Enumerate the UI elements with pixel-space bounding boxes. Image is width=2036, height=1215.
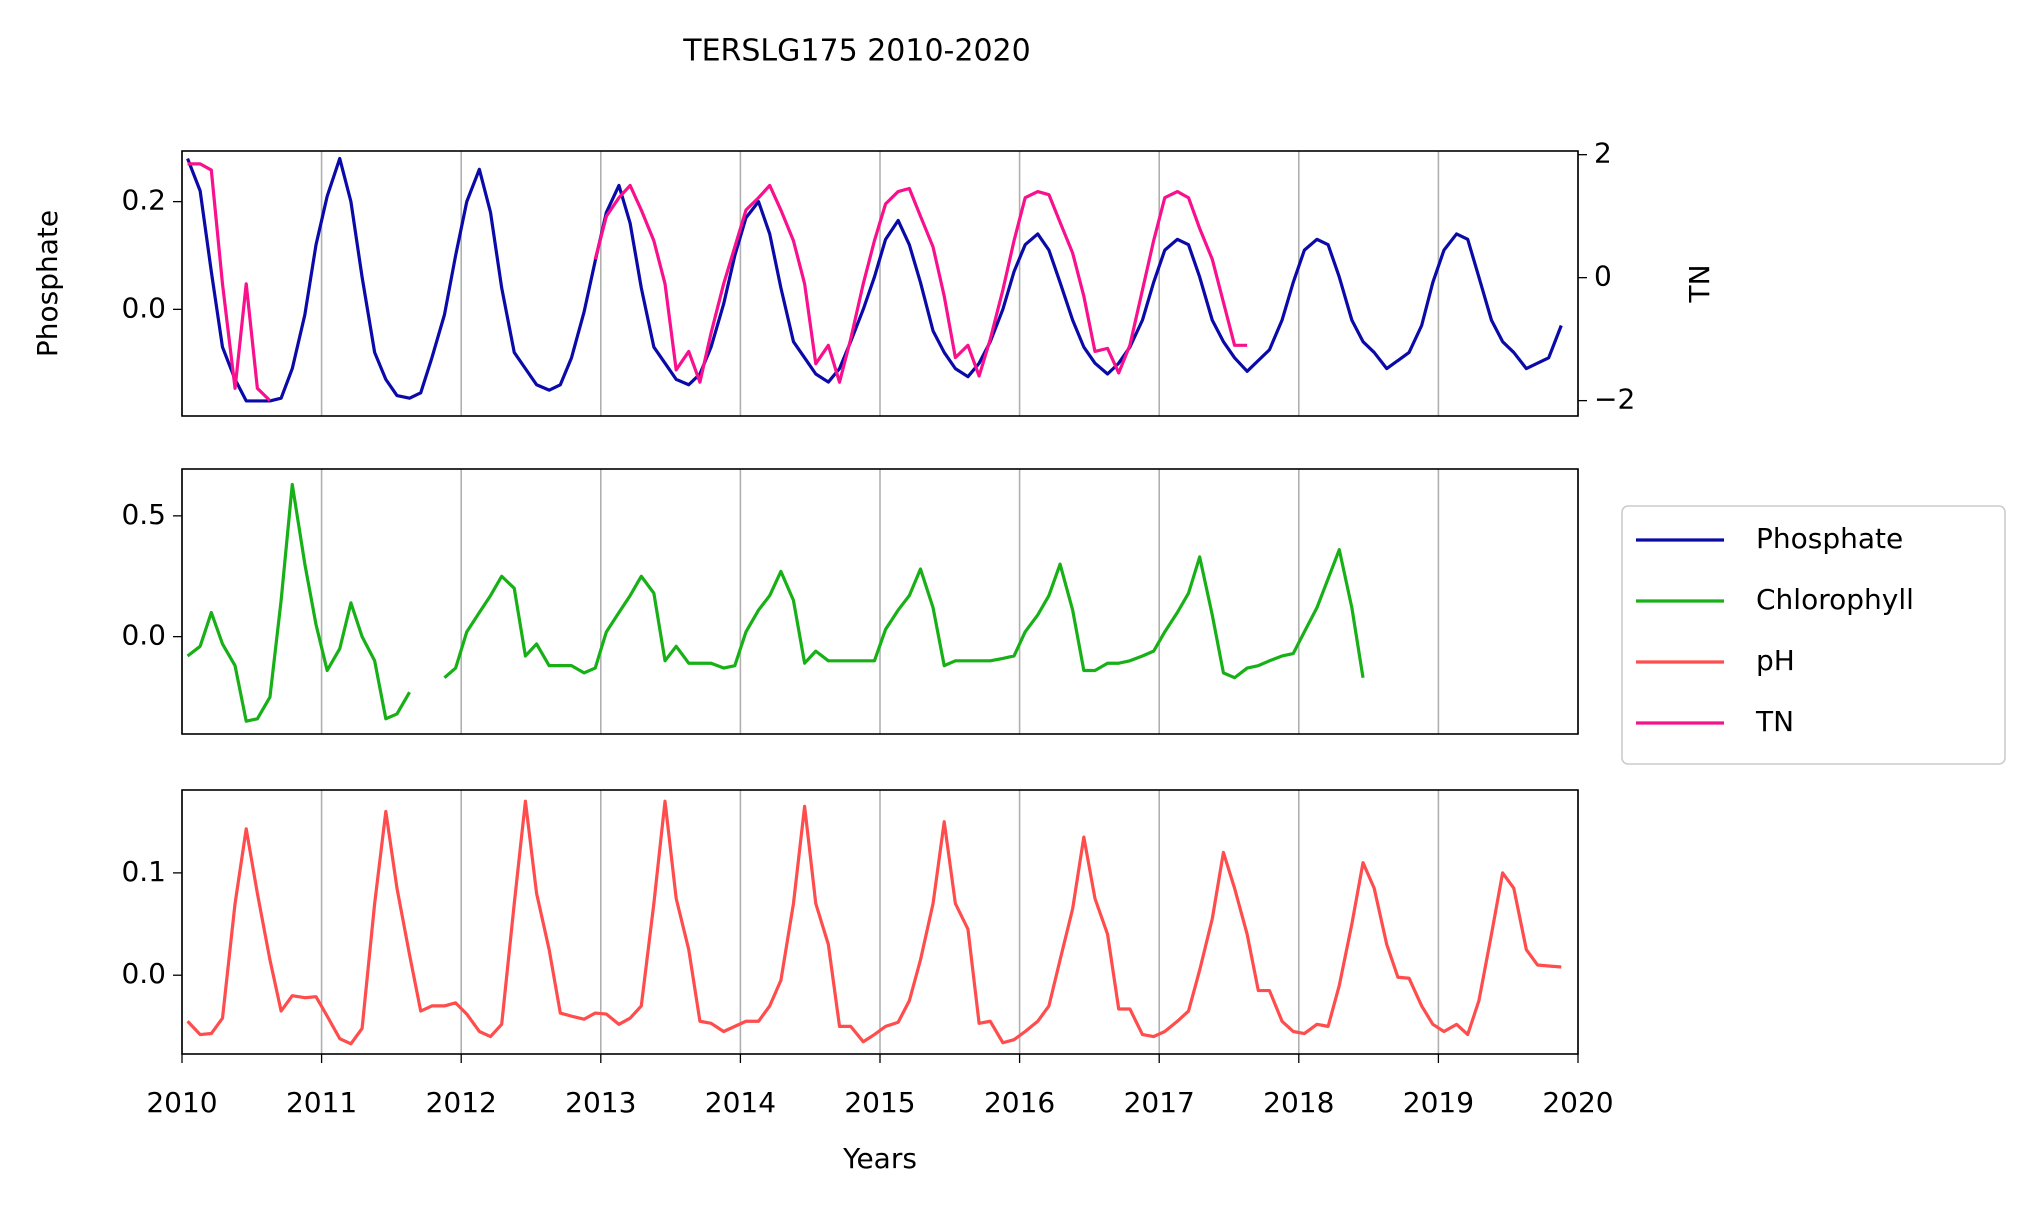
x-tick-label: 2018 [1263, 1086, 1334, 1119]
y-axis-label: Phosphate [31, 210, 64, 357]
y-tick-label: 0.0 [121, 619, 166, 652]
legend-box [1621, 505, 2006, 765]
x-tick-label: 2012 [426, 1086, 497, 1119]
y2-axis-label: TN [1683, 264, 1716, 303]
y2-tick-label: 0 [1594, 260, 1612, 293]
x-tick-label: 2016 [984, 1086, 1055, 1119]
y2-tick-label: 2 [1594, 137, 1612, 170]
x-tick-label: 2013 [565, 1086, 636, 1119]
y-tick-label: 0.1 [121, 855, 166, 888]
axes-frame [181, 468, 1579, 735]
legend-label: pH [1756, 644, 1795, 677]
x-tick-label: 2017 [1124, 1086, 1195, 1119]
legend-label: Phosphate [1756, 522, 1903, 555]
y2-tick-label: −2 [1594, 383, 1635, 416]
y-tick-label: 0.2 [121, 184, 166, 217]
x-tick-label: 2020 [1542, 1086, 1613, 1119]
y-tick-label: 0.0 [121, 957, 166, 990]
data-line [187, 162, 1248, 402]
axes-frame [181, 150, 1579, 417]
y-tick-label: 0.0 [121, 291, 166, 324]
x-axis-label: Years [842, 1142, 917, 1175]
x-tick-label: 2011 [286, 1086, 357, 1119]
legend-label: TN [1755, 705, 1794, 738]
data-line [186, 799, 1562, 1046]
y-tick-label: 0.5 [121, 498, 166, 531]
x-tick-label: 2010 [146, 1086, 217, 1119]
x-tick-label: 2015 [844, 1086, 915, 1119]
x-tick-label: 2019 [1403, 1086, 1474, 1119]
chart-title: TERSLG175 2010-2020 [682, 34, 1030, 69]
legend-label: Chlorophyll [1756, 583, 1914, 616]
data-line [186, 482, 1365, 723]
x-tick-label: 2014 [705, 1086, 776, 1119]
legend: Phosphate Chlorophyll pH TN [1621, 505, 2006, 765]
data-line [186, 156, 1563, 403]
